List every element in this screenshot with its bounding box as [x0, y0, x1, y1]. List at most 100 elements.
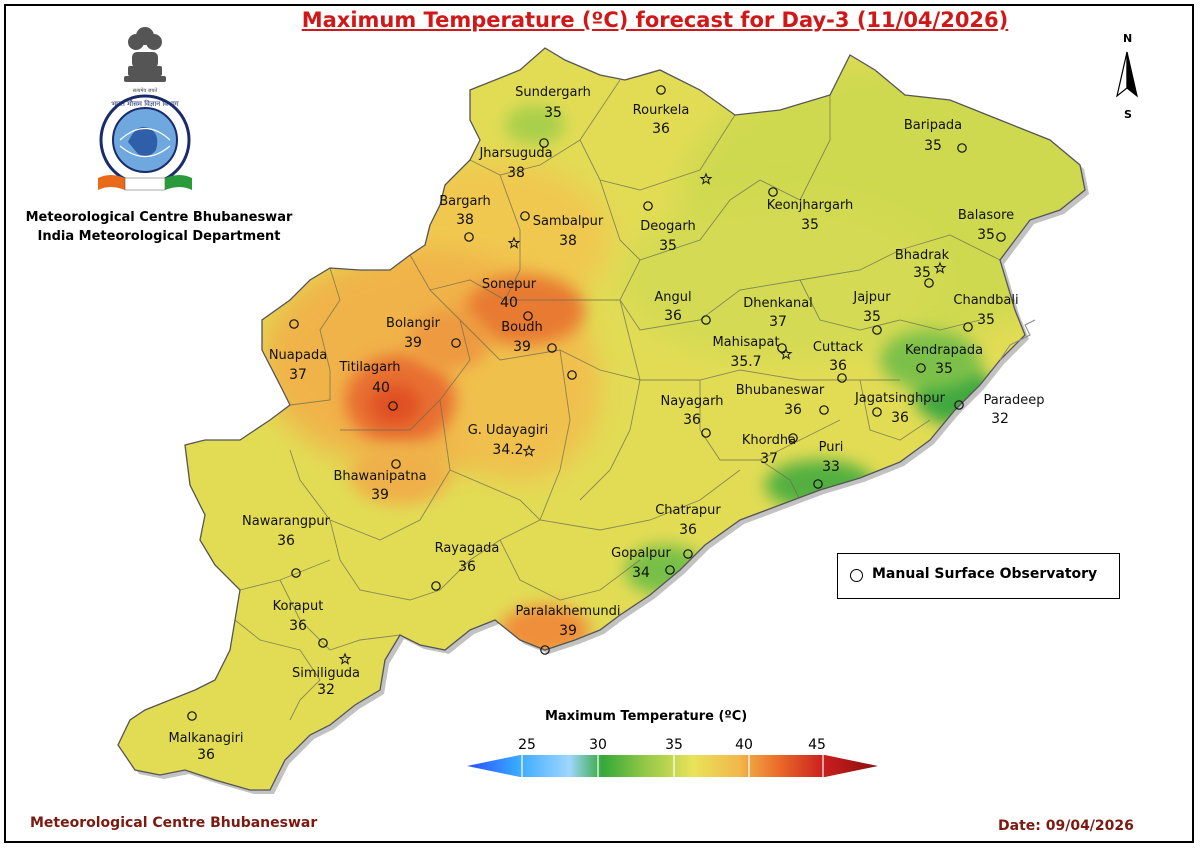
org-dept: India Meteorological Department: [37, 229, 281, 244]
observatory-circle-icon: [318, 638, 328, 648]
observatory-circle-icon: [683, 549, 693, 559]
station-marker: Paradeep 32: [954, 393, 1045, 427]
station-marker: Nawarangpur 36: [242, 514, 331, 578]
station-marker: Dhenkanal 37: [743, 296, 813, 353]
imd-emblem-icon: सत्यमेव जयते भारत मौसम विज्ञान विभाग: [98, 27, 192, 191]
station-name: G. Udayagiri: [468, 423, 549, 438]
station-name: Jajpur: [852, 290, 891, 305]
station-name: Nawarangpur: [242, 514, 331, 529]
station-name: Deogarh: [640, 219, 696, 234]
scale-tick: 30: [589, 737, 607, 753]
north-label: N: [1123, 32, 1133, 45]
station-marker: Baripada 35: [904, 118, 967, 154]
station-temperature: 32: [991, 411, 1009, 427]
station-marker: Sambalpur 38: [533, 214, 604, 249]
station-marker: Balasore 35: [958, 208, 1014, 243]
station-temperature: 38: [456, 212, 474, 228]
observatory-circle-icon: [872, 325, 882, 335]
observatory-circle-icon: [850, 569, 863, 582]
station-marker: Jajpur 35: [852, 290, 891, 335]
station-marker: Gopalpur 34: [611, 546, 675, 581]
station-name: Kendrapada: [905, 343, 983, 358]
state-outline: [117, 47, 1086, 791]
station-temperature: 36: [784, 402, 802, 418]
station-temperature: 37: [769, 314, 787, 330]
station-name: Chatrapur: [655, 503, 721, 518]
station-name: Balasore: [958, 208, 1014, 223]
station-marker: Bhadrak 35: [895, 248, 950, 288]
legend-label: Manual Surface Observatory: [872, 566, 1098, 582]
observatory-circle-icon: [388, 401, 398, 411]
station-temperature: 36: [891, 410, 909, 426]
station-marker: Boudh 39: [501, 320, 557, 355]
station-name: Jharsuguda: [478, 146, 552, 161]
station-name: Angul: [654, 290, 691, 305]
station-name: Jagatsinghpur: [854, 391, 946, 406]
station-marker: Chatrapur 36: [655, 503, 721, 559]
observatory-circle-icon: [540, 645, 550, 655]
station-name: Bhubaneswar: [736, 383, 825, 398]
station-temperature: 35: [863, 309, 881, 325]
station-name: Rayagada: [435, 541, 500, 556]
station-marker: Keonjhargarh 35: [767, 187, 854, 233]
svg-text:सत्यमेव जयते: सत्यमेव जयते: [133, 87, 158, 94]
station-name: Mahisapat: [712, 335, 779, 350]
observatory-circle-icon: [547, 343, 557, 353]
station-marker: Mahisapat 35.7: [712, 335, 779, 370]
station-temperature: 35: [659, 238, 677, 254]
observatory-circle-icon: [567, 370, 577, 380]
station-temperature: 40: [500, 295, 518, 311]
station-name: Sambalpur: [533, 214, 604, 229]
station-temperature: 35: [913, 265, 931, 281]
station-name: Paradeep: [983, 393, 1044, 408]
observatory-circle-icon: [963, 322, 973, 332]
north-arrow-icon: N S: [1112, 30, 1142, 125]
map-title: Maximum Temperature (ºC) forecast for Da…: [301, 8, 1009, 32]
station-name: Boudh: [501, 320, 543, 335]
station-marker: Chandbali 35: [953, 293, 1019, 332]
station-marker: Rayagada 36: [431, 541, 500, 591]
station-name: Keonjhargarh: [767, 198, 854, 213]
observatory-circle-icon: [391, 459, 401, 469]
station-name: Bolangir: [386, 316, 441, 331]
station-name: Cuttack: [813, 340, 864, 355]
station-name: Chandbali: [953, 293, 1018, 308]
observatory-circle-icon: [464, 232, 474, 242]
station-marker: Deogarh 35: [640, 201, 696, 254]
station-name: Khordha: [742, 433, 796, 448]
observatory-circle-icon: [768, 187, 778, 197]
station-marker: Paralakhemundi 39: [516, 604, 620, 655]
station-temperature: 36: [829, 358, 847, 374]
scale-tick: 35: [665, 737, 683, 753]
south-label: S: [1124, 108, 1132, 121]
observatory-circle-icon: [665, 565, 675, 575]
scale-tick: 40: [735, 737, 753, 753]
station-marker: Jharsuguda 38: [478, 146, 553, 221]
svg-text:भारत मौसम विज्ञान विभाग: भारत मौसम विज्ञान विभाग: [111, 99, 180, 108]
station-temperature: 36: [652, 121, 670, 137]
station-marker: Khordha 37: [742, 433, 798, 467]
observatory-circle-icon: [954, 400, 964, 410]
station-name: Baripada: [904, 118, 962, 133]
station-name: Bhawanipatna: [333, 469, 426, 484]
observatory-circle-icon: [451, 338, 461, 348]
station-temperature: 35: [924, 138, 942, 154]
station-marker: Titilagarh 40: [338, 360, 401, 411]
station-name: Puri: [819, 440, 844, 455]
station-marker: Bolangir 39: [386, 316, 461, 351]
station-temperature: 32: [317, 682, 335, 698]
observatory-circle-icon: [656, 85, 666, 95]
station-temperature: 35: [935, 361, 953, 377]
observatory-circle-icon: [837, 373, 847, 383]
station-temperature: 36: [458, 559, 476, 575]
station-temperature: 39: [513, 339, 531, 355]
station-name: Bhadrak: [895, 248, 950, 263]
station-temperature: 40: [372, 380, 390, 396]
scale-title: Maximum Temperature (ºC): [545, 709, 748, 724]
station-temperature: 33: [822, 459, 840, 475]
station-name: Dhenkanal: [743, 296, 813, 311]
station-name: Malkanagiri: [168, 731, 243, 746]
station-name: Bargarh: [439, 194, 491, 209]
observatory-circle-icon: [701, 428, 711, 438]
